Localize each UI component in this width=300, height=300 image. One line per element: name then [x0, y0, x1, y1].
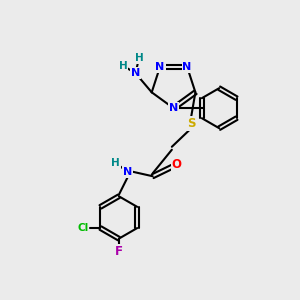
- Text: H: H: [119, 61, 128, 71]
- Text: N: N: [169, 103, 178, 113]
- Text: N: N: [131, 68, 140, 78]
- Text: O: O: [172, 158, 182, 171]
- Text: N: N: [155, 61, 165, 72]
- Text: H: H: [111, 158, 120, 168]
- Text: S: S: [187, 117, 195, 130]
- Text: N: N: [123, 167, 132, 177]
- Text: F: F: [115, 245, 123, 258]
- Text: H: H: [135, 53, 143, 63]
- Text: Cl: Cl: [77, 223, 88, 233]
- Text: N: N: [182, 61, 192, 72]
